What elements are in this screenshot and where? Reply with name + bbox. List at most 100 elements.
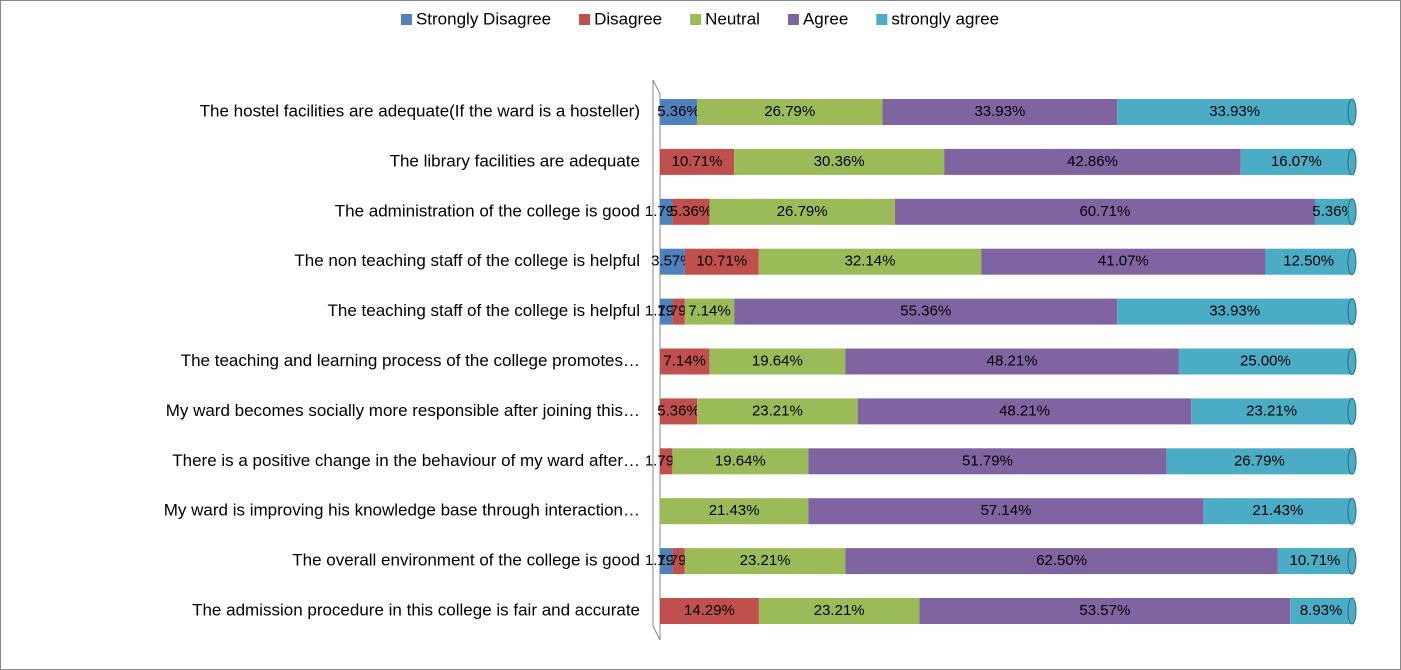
legend-swatch <box>787 14 799 25</box>
bar-segment <box>808 448 1167 475</box>
bar-segment <box>684 548 846 575</box>
bar-segment <box>758 248 982 275</box>
data-label: 26.79% <box>777 203 828 220</box>
bar-segment <box>1117 298 1353 325</box>
bar-segment <box>734 298 1118 325</box>
category-label: The administration of the college is goo… <box>335 201 640 220</box>
bar-segment <box>919 598 1291 624</box>
bar-segment <box>981 248 1266 275</box>
category-label: The teaching and learning process of the… <box>181 351 640 370</box>
data-label: 23.21% <box>1246 402 1297 419</box>
category-label: The hostel facilities are adequate(If th… <box>200 101 640 120</box>
data-label: 23.21% <box>740 552 791 569</box>
data-label: 19.64% <box>715 452 766 469</box>
bar-segment <box>734 148 945 175</box>
legend-label: strongly agree <box>891 9 999 28</box>
data-label: 25.00% <box>1240 352 1291 369</box>
plot-wall <box>652 79 661 641</box>
bar-segment <box>1178 348 1352 375</box>
bar-segment <box>944 148 1241 175</box>
bar-segment <box>660 448 673 475</box>
data-label: 32.14% <box>845 253 896 270</box>
data-label: 51.79% <box>962 452 1013 469</box>
bar-segment <box>758 598 920 624</box>
data-label: 10.71% <box>696 253 747 270</box>
bar-segment <box>808 498 1204 525</box>
bar-end <box>1347 98 1357 126</box>
bar-end <box>1347 198 1357 226</box>
legend-label: Strongly Disagree <box>416 9 551 28</box>
data-label: 12.50% <box>1283 253 1334 270</box>
bar-segment <box>894 198 1315 225</box>
data-label: 62.50% <box>1036 552 1087 569</box>
data-label: 5.36% <box>670 203 713 220</box>
data-label: 10.71% <box>1290 552 1341 569</box>
data-label: 14.29% <box>684 602 735 619</box>
bar-segment <box>1166 448 1353 475</box>
data-label: 5.36% <box>657 103 700 120</box>
data-label: 19.64% <box>752 352 803 369</box>
legend-swatch <box>690 14 702 25</box>
data-label: 53.57% <box>1079 602 1130 619</box>
category-label: The teaching staff of the college is hel… <box>328 301 641 320</box>
data-label: 33.93% <box>1209 103 1260 120</box>
data-label: 23.21% <box>752 402 803 419</box>
bar-segment <box>709 348 846 375</box>
data-label: 48.21% <box>999 402 1050 419</box>
bar-segment <box>672 548 685 575</box>
bar-end <box>1347 397 1357 425</box>
category-label: The non teaching staff of the college is… <box>294 251 640 270</box>
data-label: 10.71% <box>672 153 723 170</box>
bar-end <box>1347 447 1357 475</box>
category-label: The overall environment of the college i… <box>292 551 640 570</box>
legend-swatch <box>400 14 412 25</box>
bar-end <box>1347 497 1357 525</box>
data-label: 8.93% <box>1300 602 1343 619</box>
legend-label: Agree <box>803 9 848 28</box>
bar-segment <box>672 198 710 225</box>
bar-end <box>1347 298 1357 326</box>
data-label: 23.21% <box>814 602 865 619</box>
bar-segment <box>1290 598 1352 624</box>
data-label: 48.21% <box>987 352 1038 369</box>
data-label: 41.07% <box>1098 253 1149 270</box>
bar-segment <box>697 398 858 425</box>
data-label: 26.79% <box>1234 452 1285 469</box>
data-label: 42.86% <box>1067 153 1118 170</box>
bar-end <box>1347 348 1357 375</box>
bar-segment <box>684 298 735 325</box>
bar-segment <box>1314 198 1353 225</box>
bar-segment <box>709 198 895 225</box>
category-label: The admission procedure in this college … <box>192 600 640 619</box>
data-label: 5.36% <box>1312 203 1355 220</box>
data-label: 5.36% <box>657 402 700 419</box>
bar-segment <box>660 198 673 225</box>
legend-swatch <box>579 14 591 25</box>
legend-swatch <box>876 14 888 25</box>
data-label: 26.79% <box>764 103 815 120</box>
data-label: 33.93% <box>974 103 1025 120</box>
bar-segment <box>1191 398 1352 425</box>
category-label: There is a positive change in the behavi… <box>172 451 640 470</box>
category-label: My ward is improving his knowledge base … <box>164 501 640 520</box>
bar-segment <box>882 99 1118 125</box>
category-label: The library facilities are adequate <box>390 151 640 170</box>
bar-segment <box>845 548 1278 575</box>
bar-end <box>1347 547 1357 575</box>
data-label: 7.14% <box>663 352 706 369</box>
bar-segment <box>1240 148 1352 175</box>
bar-segment <box>857 398 1192 425</box>
data-label: 57.14% <box>981 502 1032 519</box>
data-label: 33.93% <box>1209 303 1260 320</box>
bar-segment <box>660 148 735 175</box>
bar-segment <box>660 598 759 624</box>
legend-label: Neutral <box>705 9 760 28</box>
data-label: 21.43% <box>709 502 760 519</box>
bar-segment <box>1277 548 1352 575</box>
bar-end <box>1347 248 1357 276</box>
bar-end <box>1347 148 1357 176</box>
bar-segment <box>1265 248 1352 275</box>
bar-segment <box>845 348 1179 375</box>
bar-segment <box>1203 498 1352 525</box>
